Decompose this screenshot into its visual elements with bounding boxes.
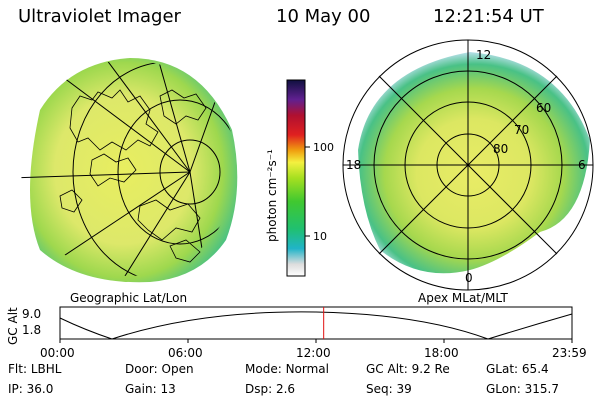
dsp-value: 2.6: [275, 382, 296, 396]
polar-map: 12 18 6 0 60 70 80 Apex MLat/MLT: [342, 39, 594, 305]
footer-glon: GLon: 315.7: [486, 382, 559, 396]
glon-value: 315.7: [524, 382, 559, 396]
door-value: Open: [161, 362, 194, 376]
mlat-label-80: 80: [493, 142, 508, 156]
filter-value: LBHL: [30, 362, 62, 376]
mlat-label-70: 70: [514, 123, 529, 137]
seq-value: 39: [396, 382, 412, 396]
alt-tick-high: 9.0: [22, 307, 41, 321]
footer-seq: Seq: 39: [366, 382, 412, 396]
footer-glat: GLat: 65.4: [486, 362, 549, 376]
apex-panel-label: Apex MLat/MLT: [418, 291, 508, 305]
mlt-label-12: 12: [476, 48, 491, 62]
alt-axis-label: GC Alt: [6, 307, 20, 345]
footer-mode: Mode: Normal: [245, 362, 329, 376]
altitude-curve: [59, 311, 573, 340]
mlt-label-18: 18: [346, 158, 361, 172]
colorbar-unit: photon cm⁻²s⁻¹: [265, 149, 279, 242]
colorbar: 100 10 photon cm⁻²s⁻¹: [265, 79, 334, 277]
colorbar-scale: [286, 79, 306, 277]
mlat-label-60: 60: [536, 101, 551, 115]
gain-value: 13: [160, 382, 176, 396]
gc-alt-value: 9.2 Re: [411, 362, 450, 376]
footer-ip: IP: 36.0: [8, 382, 54, 396]
colorbar-label-10: 10: [313, 230, 327, 243]
coastlines: [59, 89, 207, 263]
time-label-0000: 00:00: [40, 346, 75, 360]
mlt-label-0: 0: [465, 271, 473, 285]
footer-dsp: Dsp: 2.6: [245, 382, 296, 396]
ip-value: 36.0: [26, 382, 54, 396]
footer-gain: Gain: 13: [125, 382, 176, 396]
alt-tick-low: 1.8: [22, 323, 41, 337]
mlt-spokes: [343, 40, 593, 290]
geo-panel-label: Geographic Lat/Lon: [70, 291, 187, 305]
observation-time: 12:21:54 UT: [433, 6, 544, 27]
time-label-0600: 06:00: [168, 346, 203, 360]
glat-value: 65.4: [521, 362, 549, 376]
auroral-oval-image: [30, 58, 238, 283]
altitude-plot: 9.0 1.8 GC Alt 00:00 06:00 12:00 18:00 2…: [6, 306, 587, 360]
instrument-title: Ultraviolet Imager: [18, 6, 181, 27]
footer-door: Door: Open: [125, 362, 194, 376]
time-label-1800: 18:00: [424, 346, 459, 360]
footer-filter: Flt: LBHL: [8, 362, 62, 376]
mlt-label-6: 6: [578, 158, 586, 172]
footer-gc-alt: GC Alt: 9.2 Re: [366, 362, 450, 376]
mode-value: Normal: [285, 362, 329, 376]
time-label-2359: 23:59: [552, 346, 587, 360]
colorbar-label-100: 100: [313, 141, 334, 154]
observation-date: 10 May 00: [276, 6, 371, 27]
time-label-1200: 12:00: [296, 346, 331, 360]
geographic-map: Geographic Lat/Lon: [21, 58, 238, 305]
polar-oval-image: [358, 52, 590, 274]
